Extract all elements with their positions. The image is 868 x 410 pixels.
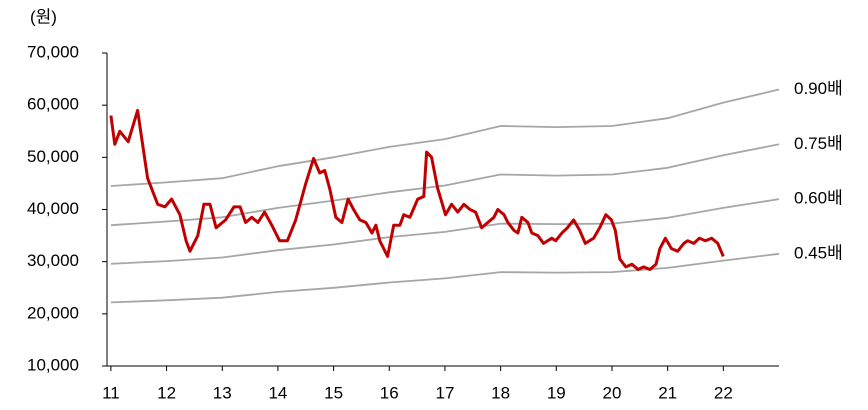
band-label: 0.60배: [794, 189, 843, 208]
x-tick-label: 11: [102, 383, 120, 402]
band-label: 0.90배: [794, 79, 843, 98]
y-tick-label: 30,000: [27, 251, 79, 270]
x-tick-label: 14: [268, 383, 287, 402]
y-tick-label: 20,000: [27, 303, 79, 322]
y-axis-unit: (원): [30, 7, 57, 26]
x-tick-label: 12: [157, 383, 176, 402]
band-line: [110, 252, 780, 304]
x-tick-label: 17: [435, 383, 454, 402]
y-tick-label: 40,000: [27, 199, 79, 218]
x-tick-label: 20: [603, 383, 622, 402]
band-line: [110, 143, 780, 227]
x-tick-label: 21: [658, 383, 677, 402]
band-line: [110, 198, 780, 265]
band-label: 0.75배: [794, 134, 843, 153]
x-tick-label: 22: [714, 383, 733, 402]
y-tick-label: 60,000: [27, 95, 79, 114]
x-tick-label: 19: [547, 383, 566, 402]
x-tick-label: 16: [380, 383, 399, 402]
x-tick-label: 18: [491, 383, 510, 402]
x-tick-label: 13: [213, 383, 232, 402]
band-line: [110, 88, 780, 187]
y-tick-label: 10,000: [27, 355, 79, 374]
y-tick-label: 50,000: [27, 147, 79, 166]
price-line: [109, 108, 725, 271]
band-label: 0.45배: [794, 243, 843, 262]
y-tick-label: 70,000: [27, 42, 79, 61]
x-tick-label: 15: [324, 383, 343, 402]
